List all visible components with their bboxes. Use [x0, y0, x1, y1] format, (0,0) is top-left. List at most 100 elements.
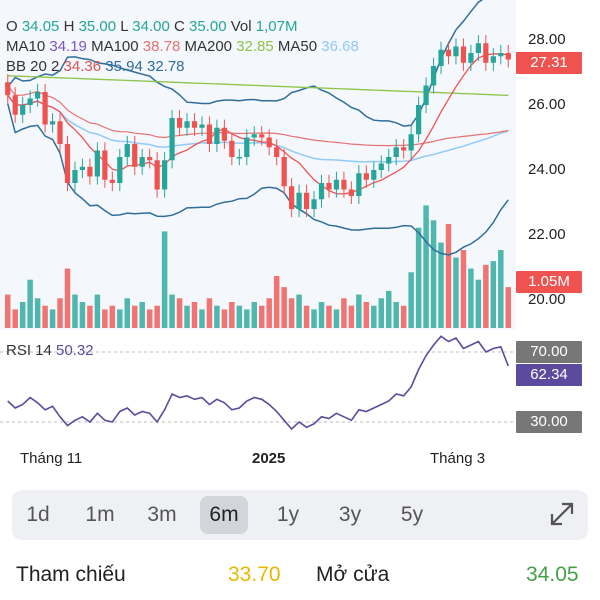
open-price-label: Mở cửa — [316, 563, 390, 586]
candle-body — [42, 92, 48, 125]
volume-bar — [453, 257, 459, 328]
candle-body — [109, 179, 115, 183]
range-1d-button[interactable]: 1d — [26, 503, 50, 526]
rsi-label: RSI 14 — [6, 342, 52, 359]
volume-bar — [266, 298, 272, 328]
candle-body — [27, 98, 33, 105]
candle-body — [176, 118, 183, 128]
y-tick: 24.00 — [528, 161, 566, 178]
candle-body — [87, 166, 93, 177]
candle-body — [20, 105, 26, 115]
candle-body — [505, 53, 511, 60]
chart-background — [0, 0, 516, 330]
volume-tag: 1.05M — [516, 271, 582, 293]
volume-bar — [468, 268, 474, 328]
candle-body — [378, 163, 384, 170]
volume-bar — [79, 302, 86, 328]
rsi-line — [7, 335, 510, 431]
candle-body — [430, 66, 437, 86]
volume-bar — [378, 298, 384, 328]
rsi-value: 50.32 — [56, 342, 94, 359]
bb-lower-line — [6, 103, 509, 256]
candle-body — [259, 134, 265, 138]
range-1m-button[interactable]: 1m — [85, 503, 115, 526]
expand-icon[interactable] — [548, 498, 576, 528]
range-5y-button[interactable]: 5y — [400, 503, 424, 526]
ma10-value: 34.19 — [49, 38, 87, 55]
reference-label: Tham chiếu — [16, 563, 126, 586]
volume-value: 1,07M — [255, 18, 298, 35]
high-value: 35.00 — [78, 18, 117, 35]
ma50-line — [7, 94, 509, 163]
ma200-value: 32.85 — [236, 38, 274, 55]
range-3m-button[interactable]: 3m — [147, 503, 177, 526]
volume-bar — [423, 205, 429, 328]
candle-body — [154, 160, 160, 190]
candle-body — [401, 147, 407, 151]
candle-body — [124, 144, 130, 157]
range-6m-button[interactable]: 6m — [200, 496, 248, 534]
volume-bar — [311, 309, 317, 328]
volume-bar — [281, 287, 287, 328]
candle-body — [371, 170, 377, 180]
volume-bar — [5, 294, 11, 328]
volume-bar — [169, 294, 175, 328]
low-value: 34.00 — [132, 18, 170, 35]
candle-body — [72, 170, 78, 183]
candle-body — [35, 92, 41, 99]
volume-bar — [348, 305, 355, 328]
volume-bar — [176, 298, 183, 328]
volume-bar — [139, 302, 145, 328]
candle-body — [199, 124, 205, 128]
candle-body — [416, 105, 422, 135]
reference-value: 33.70 — [228, 563, 281, 586]
rsi-readout: RSI 14 50.32 — [6, 342, 94, 359]
volume-bar — [415, 227, 422, 328]
bb-lower-value: 32.78 — [146, 58, 185, 75]
candle-body — [102, 150, 108, 180]
volume-bar — [318, 302, 325, 328]
chart-grid — [0, 0, 516, 330]
rsi-pane — [0, 335, 516, 431]
volume-bar — [42, 305, 48, 328]
x-tick: Tháng 3 — [430, 450, 486, 467]
volume-bar — [184, 305, 190, 328]
volume-bar — [57, 298, 63, 328]
candle-body — [57, 121, 63, 144]
volume-bar — [333, 309, 340, 328]
volume-bar — [124, 298, 130, 328]
range-3y-button[interactable]: 3y — [338, 503, 362, 526]
volume-bar — [430, 220, 437, 328]
volume-bar — [199, 309, 205, 328]
candles — [5, 35, 511, 218]
volume-bar — [386, 290, 392, 328]
volume-bar — [288, 298, 295, 328]
volume-bar — [259, 305, 265, 328]
candle-body — [191, 121, 198, 128]
range-1y-button[interactable]: 1y — [276, 503, 300, 526]
candle-body — [79, 166, 86, 170]
ma100-line — [7, 85, 509, 147]
bb-mid-value: 34.36 — [63, 58, 102, 75]
ma-readout: MA10 34.19 MA100 38.78 MA200 32.85 MA50 … — [6, 38, 359, 55]
volume-bar — [475, 279, 482, 328]
candle-body — [303, 192, 310, 209]
candle-body — [139, 157, 145, 167]
candle-body — [49, 121, 56, 125]
volume-bar — [236, 305, 243, 328]
volume-label: Vol — [230, 18, 252, 35]
candle-body — [296, 192, 302, 209]
candle-body — [117, 157, 123, 183]
volume-bar — [19, 302, 26, 328]
stock-chart[interactable] — [0, 0, 600, 480]
candle-body — [348, 189, 354, 196]
candle-body — [393, 147, 399, 157]
rsi-upper-tag: 70.00 — [516, 341, 582, 363]
y-tick: 28.00 — [528, 31, 566, 48]
candle-body — [147, 157, 153, 161]
candle-body — [281, 157, 287, 187]
candle-body — [333, 179, 340, 190]
candle-body — [94, 150, 100, 177]
candle-body — [184, 121, 190, 128]
volume-bar — [505, 287, 511, 328]
